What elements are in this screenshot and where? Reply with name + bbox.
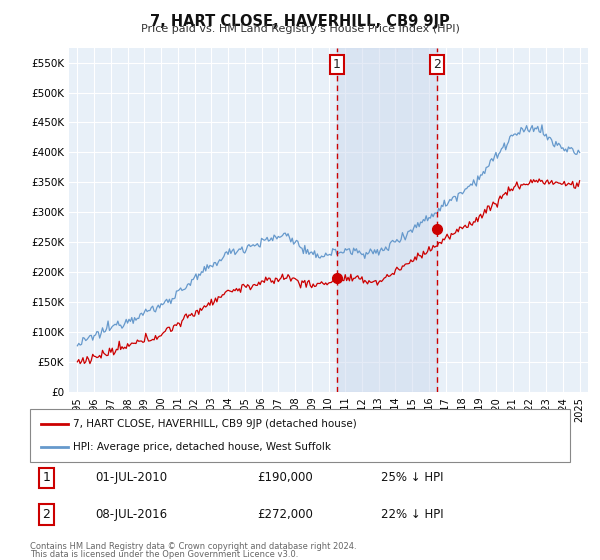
Text: £190,000: £190,000 (257, 472, 313, 484)
Text: Contains HM Land Registry data © Crown copyright and database right 2024.: Contains HM Land Registry data © Crown c… (30, 542, 356, 550)
Text: 08-JUL-2016: 08-JUL-2016 (95, 508, 167, 521)
Text: 1: 1 (42, 472, 50, 484)
Text: 01-JUL-2010: 01-JUL-2010 (95, 472, 167, 484)
Text: HPI: Average price, detached house, West Suffolk: HPI: Average price, detached house, West… (73, 442, 331, 452)
Text: 2: 2 (433, 58, 441, 71)
Text: 1: 1 (333, 58, 341, 71)
FancyBboxPatch shape (30, 409, 570, 462)
Text: This data is licensed under the Open Government Licence v3.0.: This data is licensed under the Open Gov… (30, 550, 298, 559)
Text: 2: 2 (42, 508, 50, 521)
Text: 7, HART CLOSE, HAVERHILL, CB9 9JP: 7, HART CLOSE, HAVERHILL, CB9 9JP (150, 14, 450, 29)
Text: 7, HART CLOSE, HAVERHILL, CB9 9JP (detached house): 7, HART CLOSE, HAVERHILL, CB9 9JP (detac… (73, 419, 357, 429)
Text: Price paid vs. HM Land Registry's House Price Index (HPI): Price paid vs. HM Land Registry's House … (140, 24, 460, 34)
Text: £272,000: £272,000 (257, 508, 313, 521)
Text: 25% ↓ HPI: 25% ↓ HPI (381, 472, 443, 484)
Text: 22% ↓ HPI: 22% ↓ HPI (381, 508, 443, 521)
Bar (337, 48, 437, 392)
